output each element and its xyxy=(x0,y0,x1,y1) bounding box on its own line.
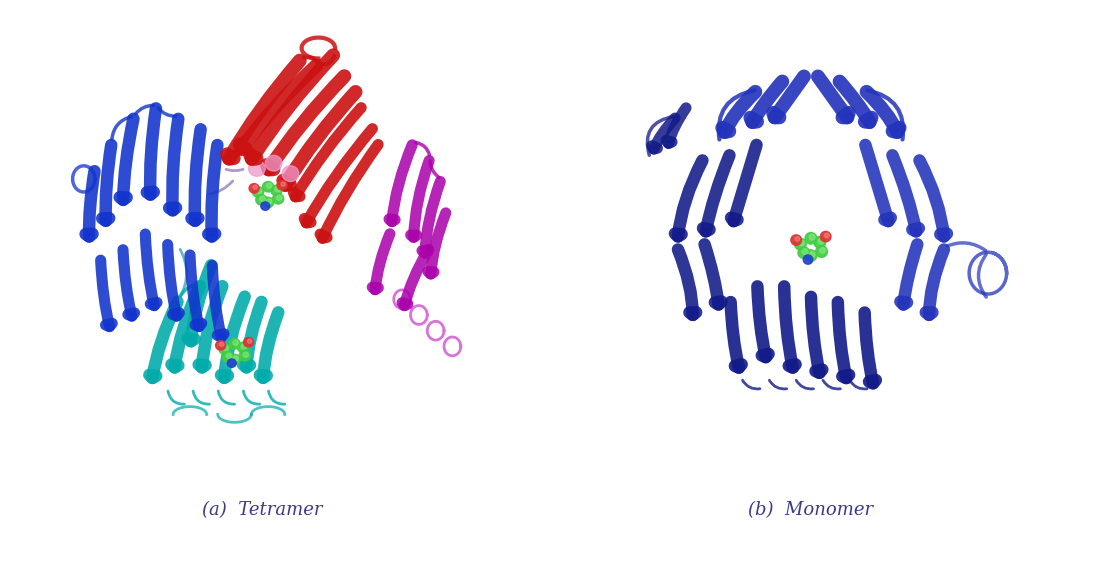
Circle shape xyxy=(252,187,264,197)
Circle shape xyxy=(222,345,228,351)
Circle shape xyxy=(252,185,257,189)
Circle shape xyxy=(256,188,261,193)
Circle shape xyxy=(262,197,274,208)
Circle shape xyxy=(795,237,800,241)
Circle shape xyxy=(216,341,226,350)
Circle shape xyxy=(277,180,287,190)
Circle shape xyxy=(249,160,266,176)
Circle shape xyxy=(242,352,248,357)
Circle shape xyxy=(791,235,802,245)
Circle shape xyxy=(256,195,267,205)
Circle shape xyxy=(226,353,232,358)
Circle shape xyxy=(809,251,815,257)
Circle shape xyxy=(232,340,238,345)
Circle shape xyxy=(799,240,804,246)
Circle shape xyxy=(814,237,825,248)
Circle shape xyxy=(805,250,817,261)
Circle shape xyxy=(281,166,299,182)
Circle shape xyxy=(228,359,237,368)
Circle shape xyxy=(281,182,285,186)
Circle shape xyxy=(809,234,815,240)
Circle shape xyxy=(818,238,824,244)
Circle shape xyxy=(273,193,284,204)
Circle shape xyxy=(266,183,273,188)
Circle shape xyxy=(805,233,817,244)
Circle shape xyxy=(815,246,828,257)
Circle shape xyxy=(239,351,250,361)
Circle shape xyxy=(820,232,831,242)
Text: (a)  Tetramer: (a) Tetramer xyxy=(202,501,323,519)
Circle shape xyxy=(798,247,810,258)
Circle shape xyxy=(262,182,274,192)
Circle shape xyxy=(219,344,230,354)
Circle shape xyxy=(802,249,808,254)
Circle shape xyxy=(276,195,281,200)
Circle shape xyxy=(820,248,825,253)
Text: (b)  Monomer: (b) Monomer xyxy=(748,501,873,519)
Circle shape xyxy=(229,354,240,365)
Circle shape xyxy=(244,337,254,347)
Circle shape xyxy=(794,238,806,250)
Circle shape xyxy=(259,196,265,201)
Circle shape xyxy=(241,344,247,349)
Circle shape xyxy=(249,184,259,193)
Circle shape xyxy=(247,339,251,343)
Circle shape xyxy=(261,202,270,211)
Circle shape xyxy=(266,199,273,204)
Circle shape xyxy=(229,339,240,349)
Circle shape xyxy=(222,352,233,362)
Circle shape xyxy=(219,342,223,347)
Circle shape xyxy=(232,356,238,361)
Circle shape xyxy=(275,187,280,192)
Circle shape xyxy=(803,255,813,264)
Circle shape xyxy=(824,233,829,238)
Circle shape xyxy=(266,155,281,171)
Circle shape xyxy=(271,185,281,196)
Circle shape xyxy=(238,342,249,353)
